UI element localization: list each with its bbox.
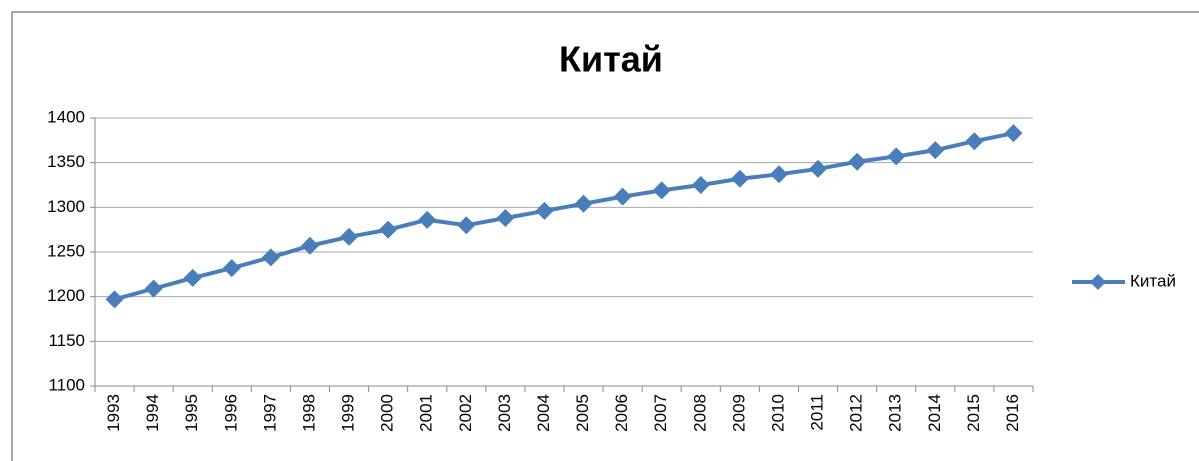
x-tick-label: 2003 [495, 394, 514, 432]
y-tick-label: 1250 [47, 241, 85, 260]
point-marker [222, 259, 241, 278]
x-tick-label: 2015 [964, 394, 983, 432]
point-marker [379, 220, 398, 239]
x-tick-label: 2011 [808, 394, 827, 431]
x-tick-label: 2002 [456, 394, 475, 432]
x-tick-label: 2012 [847, 394, 866, 432]
point-marker [652, 181, 671, 200]
chart-title: Китай [559, 39, 663, 80]
point-marker [261, 248, 280, 267]
x-tick-label: 2008 [690, 394, 709, 432]
point-marker [457, 216, 476, 235]
x-tick-label: 1994 [143, 394, 162, 432]
x-tick-label: 1993 [104, 394, 123, 432]
y-tick-label: 1200 [47, 286, 85, 305]
point-marker [691, 176, 710, 194]
point-marker [300, 236, 319, 255]
point-marker [535, 201, 554, 220]
point-marker [613, 187, 632, 206]
point-marker [887, 147, 906, 166]
x-tick-label: 1995 [182, 394, 201, 432]
x-tick-label: 2001 [417, 394, 436, 432]
x-tick-label: 2014 [925, 394, 944, 432]
point-marker [926, 141, 945, 160]
point-marker [848, 152, 867, 171]
y-tick-label: 1300 [47, 197, 85, 216]
legend-label: Китай [1130, 271, 1176, 290]
point-marker [496, 209, 515, 228]
y-tick-label: 1350 [47, 152, 85, 171]
point-marker [809, 159, 828, 178]
x-tick-label: 1999 [339, 394, 358, 432]
point-marker [418, 210, 437, 229]
point-marker [183, 268, 202, 287]
point-marker [730, 169, 749, 188]
x-tick-label: 2013 [886, 394, 905, 432]
x-tick-label: 2016 [1003, 394, 1022, 432]
y-tick-label: 1100 [48, 375, 85, 394]
y-tick-label: 1400 [47, 107, 85, 126]
point-marker [144, 279, 163, 298]
point-marker [574, 194, 593, 213]
x-tick-label: 1996 [221, 394, 240, 432]
x-tick-label: 1997 [260, 394, 279, 432]
x-tick-label: 2000 [378, 394, 397, 432]
x-tick-label: 2009 [729, 394, 748, 432]
point-marker [965, 132, 984, 151]
x-tick-label: 2006 [612, 394, 631, 432]
x-tick-label: 1998 [299, 394, 318, 432]
point-marker [769, 165, 788, 184]
x-tick-label: 2007 [651, 394, 670, 432]
legend-marker [1090, 274, 1106, 290]
point-marker [340, 227, 359, 246]
x-tick-label: 2004 [534, 394, 553, 432]
point-marker [1004, 124, 1023, 143]
x-tick-label: 2010 [768, 394, 787, 432]
point-marker [105, 290, 124, 309]
y-tick-label: 1150 [48, 331, 85, 350]
x-tick-label: 2005 [573, 394, 592, 432]
